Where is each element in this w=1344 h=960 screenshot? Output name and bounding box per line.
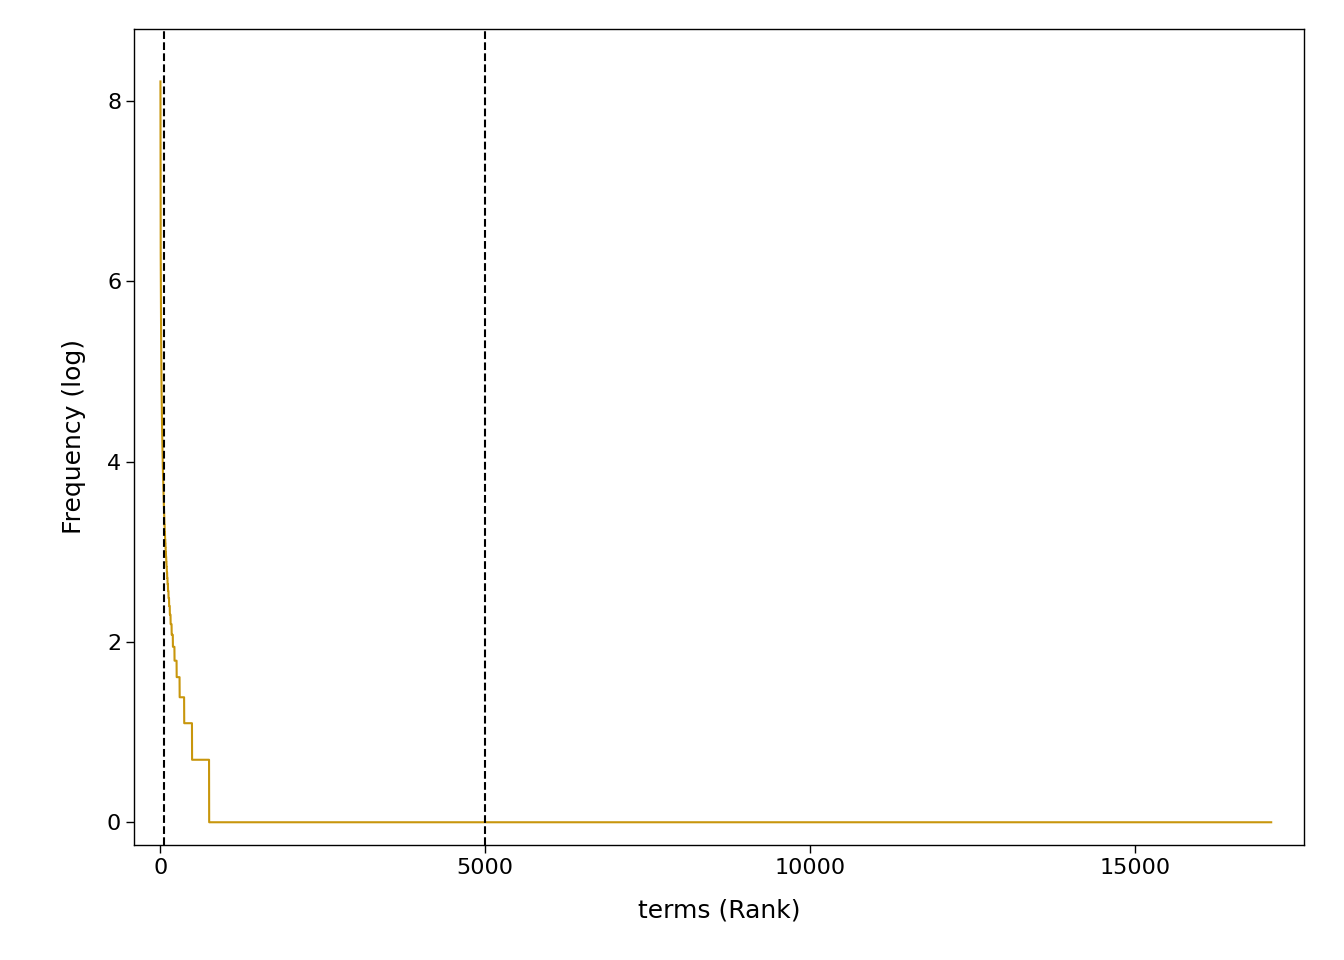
Y-axis label: Frequency (log): Frequency (log) bbox=[62, 339, 86, 535]
X-axis label: terms (Rank): terms (Rank) bbox=[638, 899, 800, 923]
